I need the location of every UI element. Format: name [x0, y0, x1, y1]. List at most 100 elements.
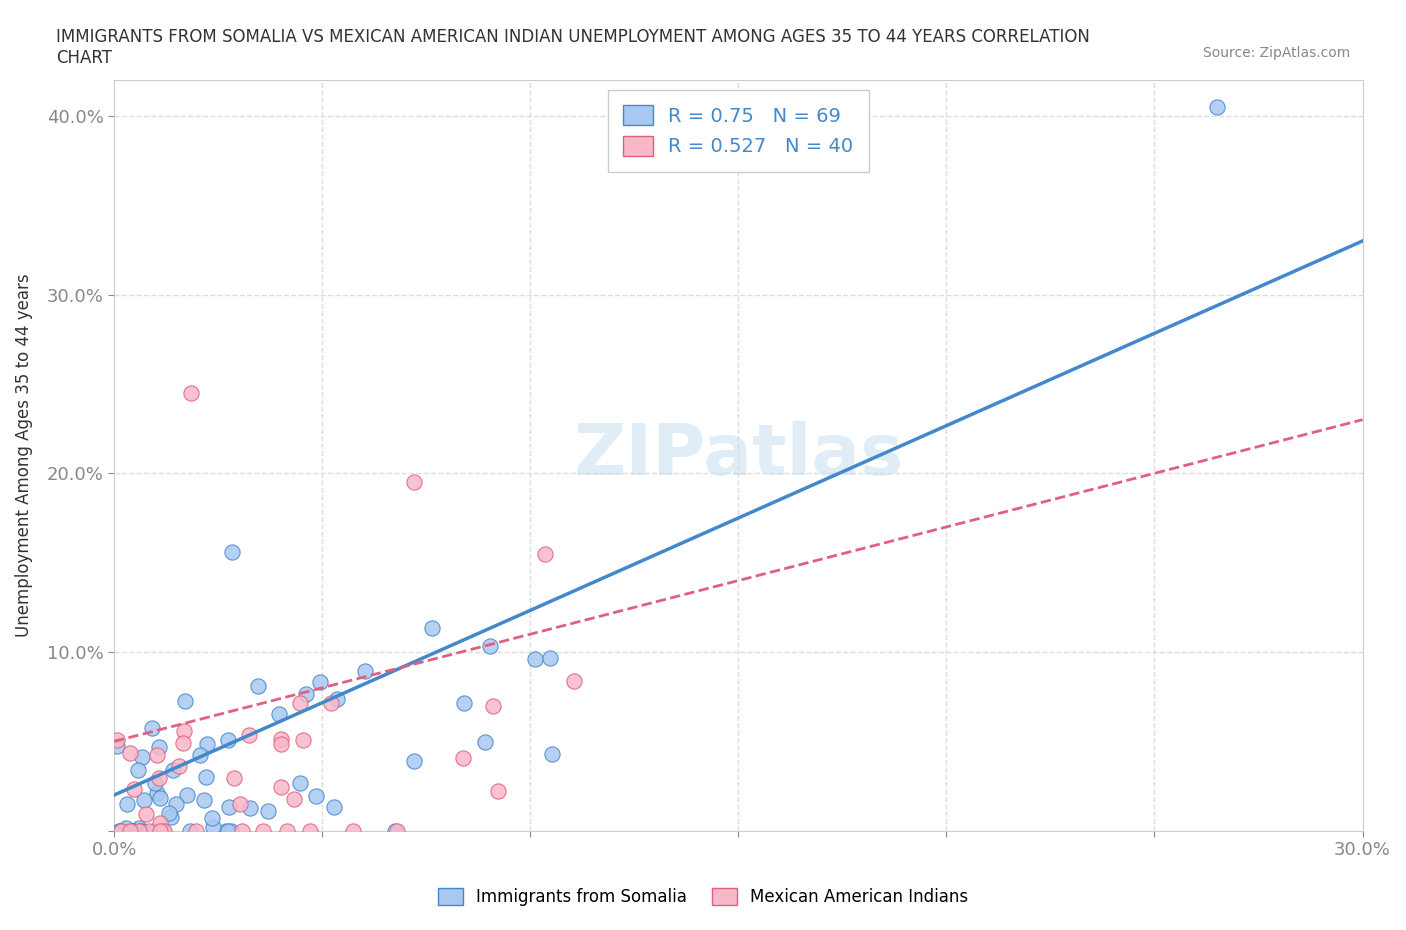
Point [124, 823, 146, 838]
Point [247, 679, 270, 694]
Point [148, 790, 170, 805]
Text: IMMIGRANTS FROM SOMALIA VS MEXICAN AMERICAN INDIAN UNEMPLOYMENT AMONG AGES 35 TO: IMMIGRANTS FROM SOMALIA VS MEXICAN AMERI… [56, 28, 1090, 67]
Point [523, 652, 546, 667]
Point [162, 763, 184, 777]
Point [252, 823, 274, 838]
Point [110, 823, 132, 838]
Point [152, 823, 174, 838]
Point [270, 779, 292, 794]
Point [122, 823, 145, 838]
Point [160, 809, 183, 824]
Point [540, 747, 562, 762]
Point [354, 664, 377, 679]
Point [402, 753, 425, 768]
Point [115, 797, 138, 812]
Point [122, 823, 145, 838]
Point [146, 785, 169, 800]
Point [218, 799, 240, 814]
Point [176, 788, 198, 803]
Point [298, 823, 321, 838]
Point [105, 738, 128, 753]
Point [291, 733, 314, 748]
Point [270, 731, 292, 746]
Point [165, 796, 187, 811]
Point [107, 823, 129, 838]
Point [342, 823, 364, 838]
Point [184, 823, 207, 838]
Y-axis label: Unemployment Among Ages 35 to 44 years: Unemployment Among Ages 35 to 44 years [15, 273, 32, 637]
Legend: Immigrants from Somalia, Mexican American Indians: Immigrants from Somalia, Mexican America… [432, 881, 974, 912]
Point [141, 720, 163, 735]
Point [149, 823, 172, 838]
Point [173, 694, 195, 709]
Point [105, 732, 128, 747]
Point [138, 823, 160, 838]
Point [146, 748, 169, 763]
Point [270, 737, 292, 751]
Point [533, 547, 555, 562]
Point [201, 810, 224, 825]
Point [128, 823, 150, 838]
Point [111, 823, 134, 838]
Point [453, 751, 475, 765]
Point [222, 770, 245, 785]
Point [219, 823, 242, 838]
Point [172, 736, 194, 751]
Point [482, 699, 505, 714]
Point [309, 674, 332, 689]
Point [194, 769, 217, 784]
Point [127, 763, 149, 777]
Point [478, 639, 501, 654]
Point [128, 823, 150, 838]
Point [276, 823, 298, 838]
Point [319, 696, 342, 711]
Point [201, 820, 224, 835]
Point [143, 776, 166, 790]
Point [135, 807, 157, 822]
Point [118, 745, 141, 760]
Point [305, 789, 328, 804]
Point [114, 821, 136, 836]
Point [1206, 100, 1229, 114]
Legend: R = 0.75   N = 69, R = 0.527   N = 40: R = 0.75 N = 69, R = 0.527 N = 40 [607, 90, 869, 172]
Point [215, 823, 238, 838]
Point [221, 544, 243, 559]
Point [239, 801, 262, 816]
Text: ZIPatlas: ZIPatlas [574, 421, 904, 490]
Point [384, 823, 406, 838]
Point [267, 707, 290, 722]
Text: Source: ZipAtlas.com: Source: ZipAtlas.com [1202, 46, 1350, 60]
Point [131, 823, 153, 838]
Point [295, 687, 318, 702]
Point [124, 823, 146, 838]
Point [128, 823, 150, 838]
Point [257, 804, 280, 818]
Point [231, 823, 253, 838]
Point [195, 737, 218, 751]
Point [188, 748, 211, 763]
Point [132, 792, 155, 807]
Point [562, 674, 585, 689]
Point [146, 823, 169, 838]
Point [148, 739, 170, 754]
Point [149, 823, 172, 838]
Point [323, 800, 346, 815]
Point [128, 820, 150, 835]
Point [474, 735, 496, 750]
Point [290, 776, 312, 790]
Point [385, 823, 408, 838]
Point [538, 650, 561, 665]
Point [217, 733, 239, 748]
Point [193, 793, 215, 808]
Point [288, 696, 311, 711]
Point [131, 750, 153, 764]
Point [179, 385, 201, 400]
Point [111, 823, 134, 838]
Point [108, 823, 131, 838]
Point [120, 823, 142, 838]
Point [229, 797, 252, 812]
Point [217, 823, 239, 838]
Point [108, 823, 131, 838]
Point [179, 823, 201, 838]
Point [238, 728, 260, 743]
